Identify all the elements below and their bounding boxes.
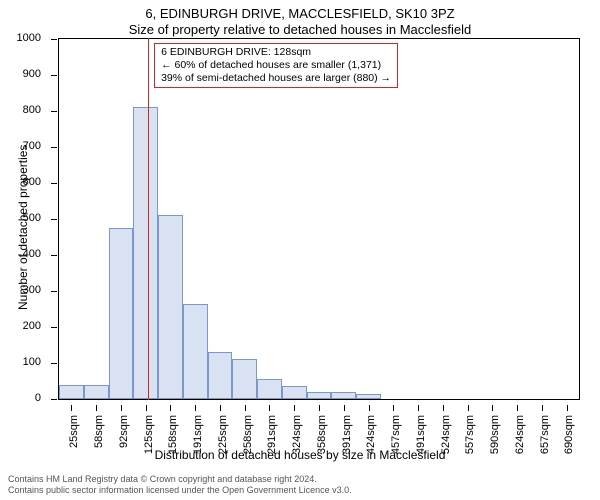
histogram-bar (257, 379, 282, 399)
histogram-bar (232, 359, 257, 399)
x-tick-label: 92sqm (118, 415, 130, 448)
histogram-bar (59, 385, 84, 399)
histogram-bar (109, 228, 134, 399)
histogram-bar (183, 304, 208, 399)
footer-line2: Contains public sector information licen… (8, 485, 352, 496)
x-tick-label: 58sqm (93, 415, 105, 448)
annotation-line1: 6 EDINBURGH DRIVE: 128sqm (161, 46, 391, 59)
y-tick-label: 600 (23, 176, 41, 188)
y-tick-label: 800 (23, 104, 41, 116)
y-tick-label: 0 (35, 392, 41, 404)
y-tick-label: 700 (23, 140, 41, 152)
histogram-bar (307, 392, 332, 399)
histogram-bar (208, 352, 233, 399)
footer-attribution: Contains HM Land Registry data © Crown c… (8, 474, 352, 496)
x-tick-label: 25sqm (68, 415, 80, 448)
y-tick-label: 900 (23, 68, 41, 80)
annotation-box: 6 EDINBURGH DRIVE: 128sqm← 60% of detach… (154, 43, 398, 88)
y-tick-label: 500 (23, 212, 41, 224)
y-tick-label: 300 (23, 284, 41, 296)
plot-area: 0100200300400500600700800900100025sqm58s… (58, 38, 580, 400)
annotation-line2: ← 60% of detached houses are smaller (1,… (161, 59, 391, 72)
chart-title-subtitle: Size of property relative to detached ho… (0, 22, 600, 37)
footer-line1: Contains HM Land Registry data © Crown c… (8, 474, 352, 485)
y-tick-label: 1000 (17, 32, 41, 44)
y-tick-label: 100 (23, 356, 41, 368)
annotation-line3: 39% of semi-detached houses are larger (… (161, 72, 391, 85)
chart-title-address: 6, EDINBURGH DRIVE, MACCLESFIELD, SK10 3… (0, 6, 600, 21)
y-tick-label: 200 (23, 320, 41, 332)
histogram-bar (84, 385, 109, 399)
histogram-bar (331, 392, 356, 399)
histogram-bar (356, 394, 381, 399)
histogram-bar (282, 386, 307, 399)
y-tick-label: 400 (23, 248, 41, 260)
histogram-bar (133, 107, 158, 399)
chart-container: 6, EDINBURGH DRIVE, MACCLESFIELD, SK10 3… (0, 0, 600, 500)
x-axis-label: Distribution of detached houses by size … (0, 448, 600, 462)
reference-line (148, 38, 149, 400)
histogram-bar (158, 215, 183, 399)
